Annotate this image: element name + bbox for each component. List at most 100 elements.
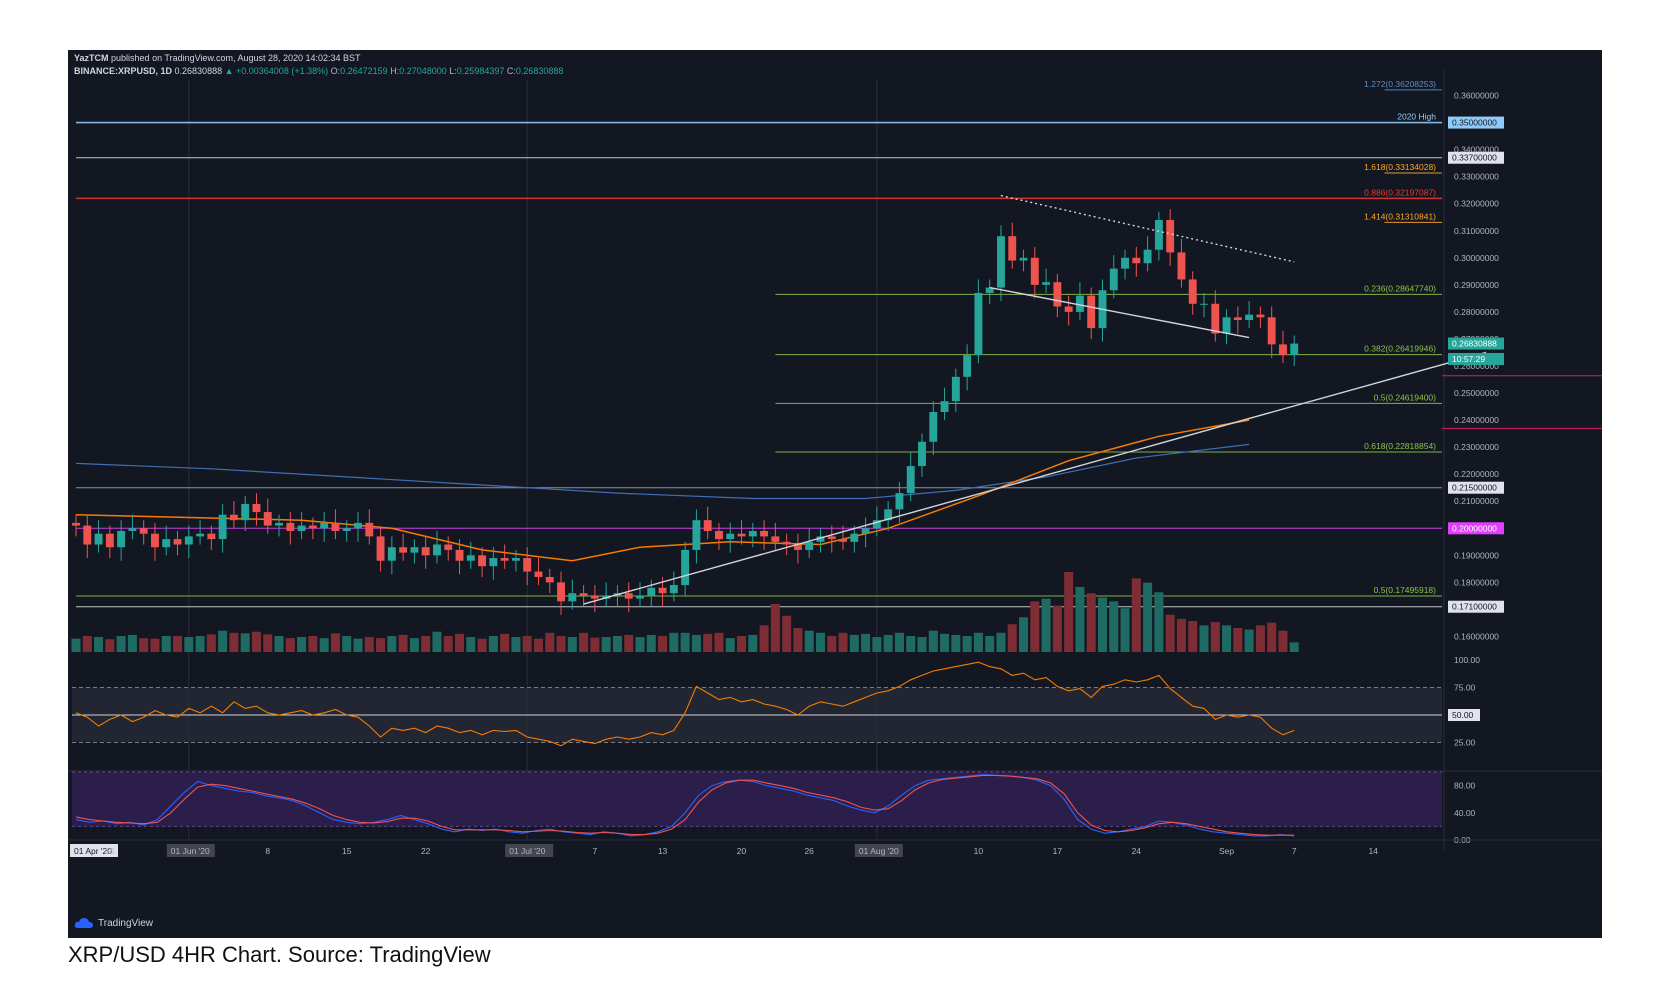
volume-bar <box>973 632 983 652</box>
stoch-band <box>72 772 1442 827</box>
candle-body <box>511 558 520 561</box>
close-value: 0.26830888 <box>515 66 564 76</box>
candle-body <box>647 587 656 596</box>
volume-bar <box>770 604 780 652</box>
candle-body <box>1121 257 1129 269</box>
candle-body <box>433 544 441 556</box>
volume-bar <box>1019 617 1029 652</box>
candle-body <box>1143 249 1152 264</box>
candle-body <box>410 547 419 553</box>
candle-body <box>387 547 396 561</box>
volume-bar <box>714 632 724 652</box>
volume-bar <box>883 634 893 652</box>
date-tick-label: Sep <box>1219 846 1234 856</box>
volume-bar <box>1143 582 1153 652</box>
volume-bar <box>827 636 837 652</box>
candle-body <box>1211 303 1220 334</box>
volume-bar <box>71 638 81 652</box>
candle-body <box>218 514 227 540</box>
candle-body <box>184 536 193 545</box>
volume-bar <box>1222 625 1232 652</box>
candle-body <box>139 528 148 534</box>
volume-bar <box>703 633 713 652</box>
volume-bar <box>466 637 476 652</box>
rsi-tick-label: 100.00 <box>1454 655 1480 665</box>
volume-bar <box>1041 598 1051 652</box>
candle-body <box>297 525 306 531</box>
volume-bar <box>364 637 374 652</box>
candle-body <box>466 555 475 561</box>
volume-bar <box>646 634 656 652</box>
price-tag-label: 0.17100000 <box>1452 602 1497 612</box>
publisher-name: YazTCM <box>74 53 109 63</box>
candle-body <box>1222 317 1231 334</box>
candle-body <box>737 533 746 537</box>
volume-bar <box>195 636 205 652</box>
price-tag <box>1448 337 1504 350</box>
level-label: 0.382(0.26419946) <box>1364 344 1436 354</box>
publish-header: YazTCM published on TradingView.com, Aug… <box>74 53 361 63</box>
level-label: 0.5(0.17495918) <box>1374 585 1437 595</box>
volume-bar <box>1064 572 1074 652</box>
candle-body <box>1132 257 1141 264</box>
candle-body <box>376 536 385 561</box>
volume-bar <box>793 628 803 652</box>
symbol-header: BINANCE:XRPUSD, 1D 0.26830888 ▲ +0.00364… <box>74 66 563 76</box>
volume-bar <box>838 632 848 652</box>
volume-bar <box>488 636 498 652</box>
rsi-tick-label: 75.00 <box>1454 683 1476 693</box>
candle-body <box>207 533 216 540</box>
price-tick-label: 0.19000000 <box>1454 550 1499 560</box>
volume-bar <box>127 634 137 652</box>
candle-body <box>658 587 667 594</box>
volume-bar <box>409 638 419 652</box>
price-tag <box>1448 600 1504 613</box>
volume-bar <box>274 636 284 652</box>
volume-bar <box>872 637 882 652</box>
volume-bar <box>996 632 1006 652</box>
volume-bar <box>251 631 261 652</box>
candle-body <box>929 411 938 442</box>
candle-body <box>196 533 205 537</box>
volume-bar <box>590 637 600 652</box>
candle-body <box>1279 344 1287 356</box>
candle-body <box>478 555 487 567</box>
volume-bar <box>601 637 611 652</box>
date-tag-label: 01 Aug '20 <box>859 846 899 856</box>
volume-bar <box>691 634 701 652</box>
candle-body <box>275 522 283 526</box>
volume-bar <box>477 638 487 652</box>
candle-body <box>83 525 92 545</box>
tradingview-logo[interactable]: TradingView <box>74 917 153 929</box>
volume-bar <box>1176 618 1186 652</box>
candle-body <box>748 530 757 537</box>
trendline-triangle-lower <box>989 286 1250 339</box>
candle-body <box>489 558 498 567</box>
candle-body <box>1154 219 1163 250</box>
price-tick-label: 0.24000000 <box>1454 415 1499 425</box>
volume-bar <box>500 633 510 652</box>
candle-body <box>444 544 453 550</box>
candle-body <box>1245 314 1254 321</box>
volume-bar <box>1267 622 1277 652</box>
candle-body <box>1030 257 1039 285</box>
candle-body <box>985 287 994 293</box>
candle-body <box>850 533 859 542</box>
volume-bar <box>1154 592 1164 652</box>
volume-bar <box>206 634 216 652</box>
candle-body <box>568 593 577 602</box>
candle-body <box>771 536 780 542</box>
candle-body <box>308 525 317 529</box>
volume-bar <box>804 630 814 652</box>
volume-bar <box>1210 622 1220 652</box>
volume-bar <box>1109 601 1119 652</box>
candle-body <box>320 522 329 529</box>
volume-bar <box>1097 597 1107 652</box>
volume-bar <box>1075 586 1085 652</box>
volume-bar <box>421 636 431 652</box>
candle-body <box>1087 295 1096 329</box>
price-tick-label: 0.22000000 <box>1454 469 1499 479</box>
price-tag-label: 0.21500000 <box>1452 483 1497 493</box>
candle-body <box>365 522 374 537</box>
volume-bar <box>759 625 769 652</box>
